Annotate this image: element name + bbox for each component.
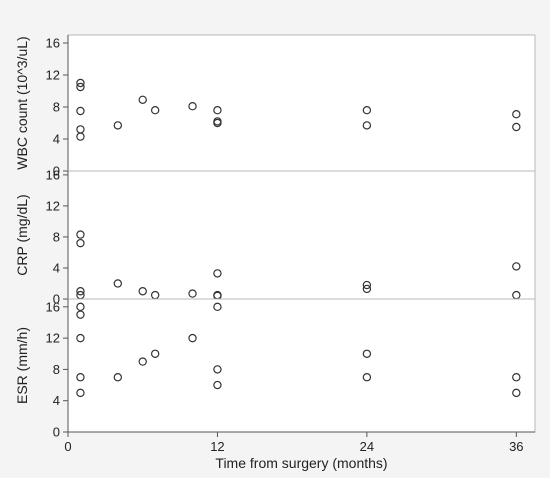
data-point <box>213 380 222 390</box>
data-point <box>188 289 197 298</box>
panel-2: 0 4 8 12 16 CRP (mg/dL) <box>14 167 536 307</box>
data-point <box>213 269 222 278</box>
data-point <box>76 82 85 92</box>
data-point <box>138 95 147 105</box>
data-point <box>512 373 521 382</box>
y-tick-label: 8 <box>53 362 60 377</box>
data-point <box>138 357 147 366</box>
x-tick-label: 24 <box>360 439 374 454</box>
data-point <box>362 280 372 290</box>
panel-1: 0 4 8 12 16 WBC count (10^3/uL) <box>14 34 536 179</box>
data-point <box>76 230 85 239</box>
data-point <box>113 121 123 130</box>
y-tick-label: 4 <box>53 260 60 275</box>
data-point <box>213 105 222 115</box>
data-point <box>188 333 197 343</box>
y-tick-label: 8 <box>53 100 60 115</box>
data-point <box>512 109 521 119</box>
y-tick-label: 12 <box>46 68 60 83</box>
data-point <box>150 349 160 358</box>
data-point <box>213 302 222 312</box>
data-point <box>362 349 372 358</box>
data-point <box>188 101 197 111</box>
data-point <box>213 365 222 374</box>
data-point <box>362 105 372 115</box>
data-point <box>76 132 85 141</box>
y-tick-label: 0 <box>53 164 60 179</box>
panel-background <box>68 35 535 171</box>
y-tick-label: 12 <box>46 198 60 213</box>
data-point <box>138 287 147 296</box>
data-point <box>362 373 372 382</box>
data-point <box>512 122 521 132</box>
data-point <box>76 310 85 319</box>
data-point <box>113 279 123 288</box>
data-point <box>362 121 372 130</box>
data-point <box>113 373 123 382</box>
data-point <box>76 333 85 343</box>
y-tick-label: 4 <box>53 393 60 408</box>
y-tick-label: 8 <box>53 229 60 244</box>
data-point <box>76 302 85 312</box>
panel-background <box>68 171 535 299</box>
data-point <box>76 106 85 116</box>
y-tick-label: 4 <box>53 132 60 147</box>
data-point <box>512 388 521 398</box>
y-tick-label: 12 <box>46 331 60 346</box>
data-point <box>76 373 85 382</box>
y-tick-label: 0 <box>53 425 60 440</box>
y-axis-title: CRP (mg/dL) <box>14 194 30 275</box>
data-point <box>76 287 85 296</box>
y-tick-label: 16 <box>46 167 60 182</box>
y-axis-title: ESR (mm/h) <box>14 327 30 404</box>
y-axis-title: WBC count (10^3/uL) <box>14 36 30 169</box>
y-tick-label: 0 <box>53 292 60 307</box>
data-point <box>213 118 222 128</box>
data-point <box>76 388 85 398</box>
data-point <box>362 284 372 294</box>
y-tick-label: 16 <box>46 299 60 314</box>
chart-panels: 0 4 8 12 16 WBC count (10^3/uL) 0 4 8 12 16 CRP (mg… <box>14 34 536 440</box>
data-point <box>512 262 521 271</box>
panel-background <box>68 299 535 432</box>
panel-3: 0 4 8 12 16 ESR (mm/h) <box>14 298 536 440</box>
x-tick-label: 0 <box>64 439 71 454</box>
x-axis: 0 12 24 36 <box>64 431 535 454</box>
x-axis-title: Time from surgery (months) <box>215 455 387 471</box>
y-tick-label: 16 <box>46 36 60 51</box>
data-point <box>76 238 85 248</box>
data-point <box>76 78 85 88</box>
x-tick-label: 36 <box>509 439 523 454</box>
data-point <box>150 105 160 115</box>
x-tick-label: 12 <box>210 439 224 454</box>
